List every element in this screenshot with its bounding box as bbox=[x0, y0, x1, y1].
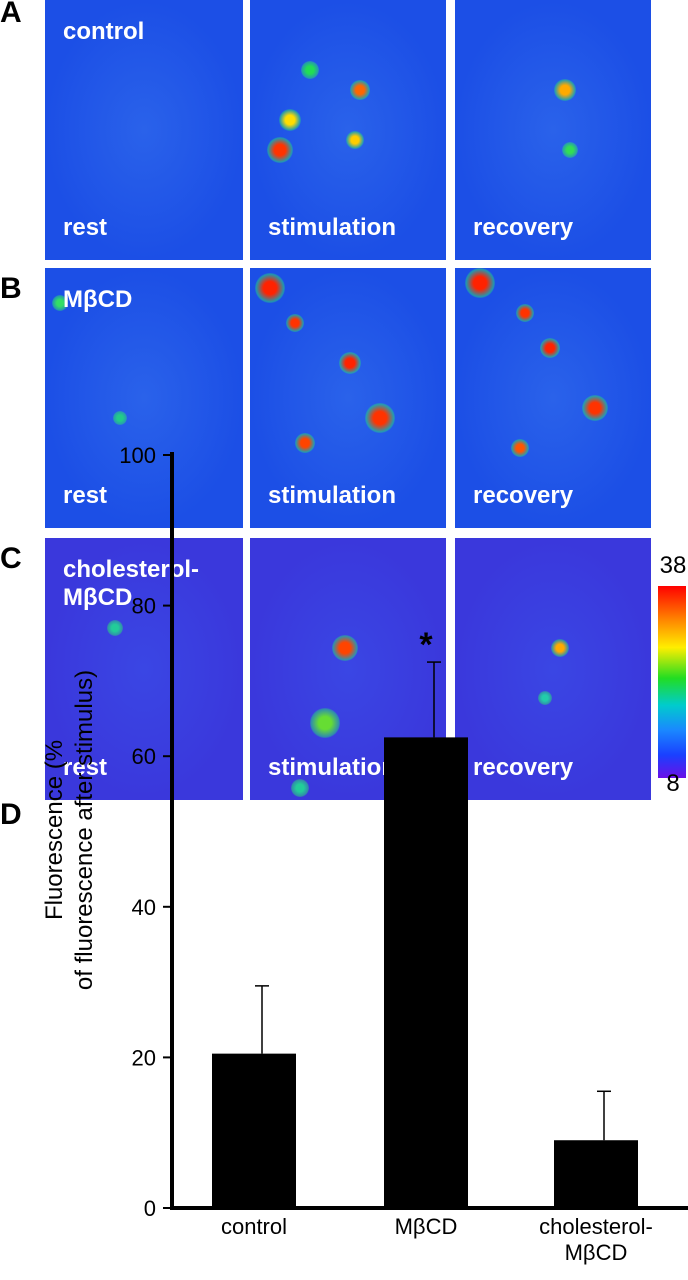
colorbar bbox=[658, 586, 686, 778]
image-panel: stimulation bbox=[250, 268, 446, 528]
bright-spot bbox=[339, 352, 361, 374]
y-tick-label: 80 bbox=[132, 594, 156, 619]
image-label: recovery bbox=[473, 482, 574, 509]
condition-label: MβCD bbox=[63, 286, 133, 313]
colorbar-max: 38 bbox=[659, 552, 687, 579]
bright-spot bbox=[332, 635, 358, 661]
bright-spot bbox=[291, 779, 309, 797]
y-tick-label: 0 bbox=[144, 1196, 156, 1221]
colorbar-min: 8 bbox=[666, 770, 680, 797]
condition-label: cholesterol- MβCD bbox=[63, 556, 200, 611]
bar bbox=[384, 737, 468, 1208]
bright-spot bbox=[301, 61, 319, 79]
image-panel: MβCD rest bbox=[45, 268, 243, 528]
bright-spot bbox=[511, 439, 529, 457]
bright-spot bbox=[107, 620, 123, 636]
y-tick-label: 60 bbox=[132, 744, 156, 769]
bright-spot bbox=[286, 314, 304, 332]
image-panel: recovery bbox=[455, 268, 651, 528]
bright-spot bbox=[52, 295, 68, 311]
panel-letter: B bbox=[0, 272, 22, 305]
bright-spot bbox=[310, 708, 340, 738]
x-tick-label: MβCD bbox=[394, 1214, 458, 1239]
bright-spot bbox=[255, 273, 285, 303]
bright-spot bbox=[562, 142, 578, 158]
bright-spot bbox=[551, 639, 569, 657]
y-axis-label: Fluorescence (% of fluorescence after st… bbox=[41, 670, 98, 990]
y-label-line: Fluorescence (% bbox=[41, 740, 68, 920]
bright-spot bbox=[540, 338, 560, 358]
bright-spot bbox=[554, 79, 576, 101]
y-tick-label: 20 bbox=[132, 1045, 156, 1070]
image-label: stimulation bbox=[268, 754, 397, 781]
x-tick-label: cholesterol- MβCD bbox=[539, 1214, 653, 1265]
bright-spot bbox=[113, 411, 127, 425]
bright-spot bbox=[582, 395, 608, 421]
bright-spot bbox=[465, 268, 495, 298]
bar bbox=[554, 1140, 638, 1208]
image-panel: stimulation bbox=[250, 0, 446, 260]
panel-letter: C bbox=[0, 542, 22, 575]
image-label: recovery bbox=[473, 214, 574, 241]
bright-spot bbox=[538, 691, 552, 705]
bright-spot bbox=[350, 80, 370, 100]
image-panel: recovery bbox=[455, 0, 651, 260]
significance-mark: * bbox=[419, 626, 433, 664]
image-label: rest bbox=[63, 754, 108, 781]
image-label: stimulation bbox=[268, 482, 397, 509]
bright-spot bbox=[346, 131, 364, 149]
y-tick-label: 40 bbox=[132, 895, 156, 920]
panel-letter: D bbox=[0, 798, 22, 831]
image-label: rest bbox=[63, 482, 108, 509]
x-tick-label: control bbox=[220, 1214, 288, 1239]
image-panel: cholesterol- MβCD rest bbox=[45, 538, 243, 800]
image-label: recovery bbox=[473, 754, 574, 781]
y-label-line: of fluorescence after stimulus) bbox=[71, 670, 98, 990]
bar bbox=[212, 1053, 296, 1208]
y-tick-label: 100 bbox=[119, 443, 156, 468]
image-label: stimulation bbox=[268, 214, 397, 241]
panel-letter: A bbox=[0, 0, 22, 29]
bright-spot bbox=[267, 137, 293, 163]
image-label: rest bbox=[63, 214, 108, 241]
bright-spot bbox=[516, 304, 534, 322]
image-panel: control rest bbox=[45, 0, 243, 260]
image-panel: recovery bbox=[455, 538, 651, 800]
condition-label: control bbox=[63, 18, 145, 45]
bright-spot bbox=[295, 433, 315, 453]
bright-spot bbox=[365, 403, 395, 433]
bright-spot bbox=[279, 109, 301, 131]
